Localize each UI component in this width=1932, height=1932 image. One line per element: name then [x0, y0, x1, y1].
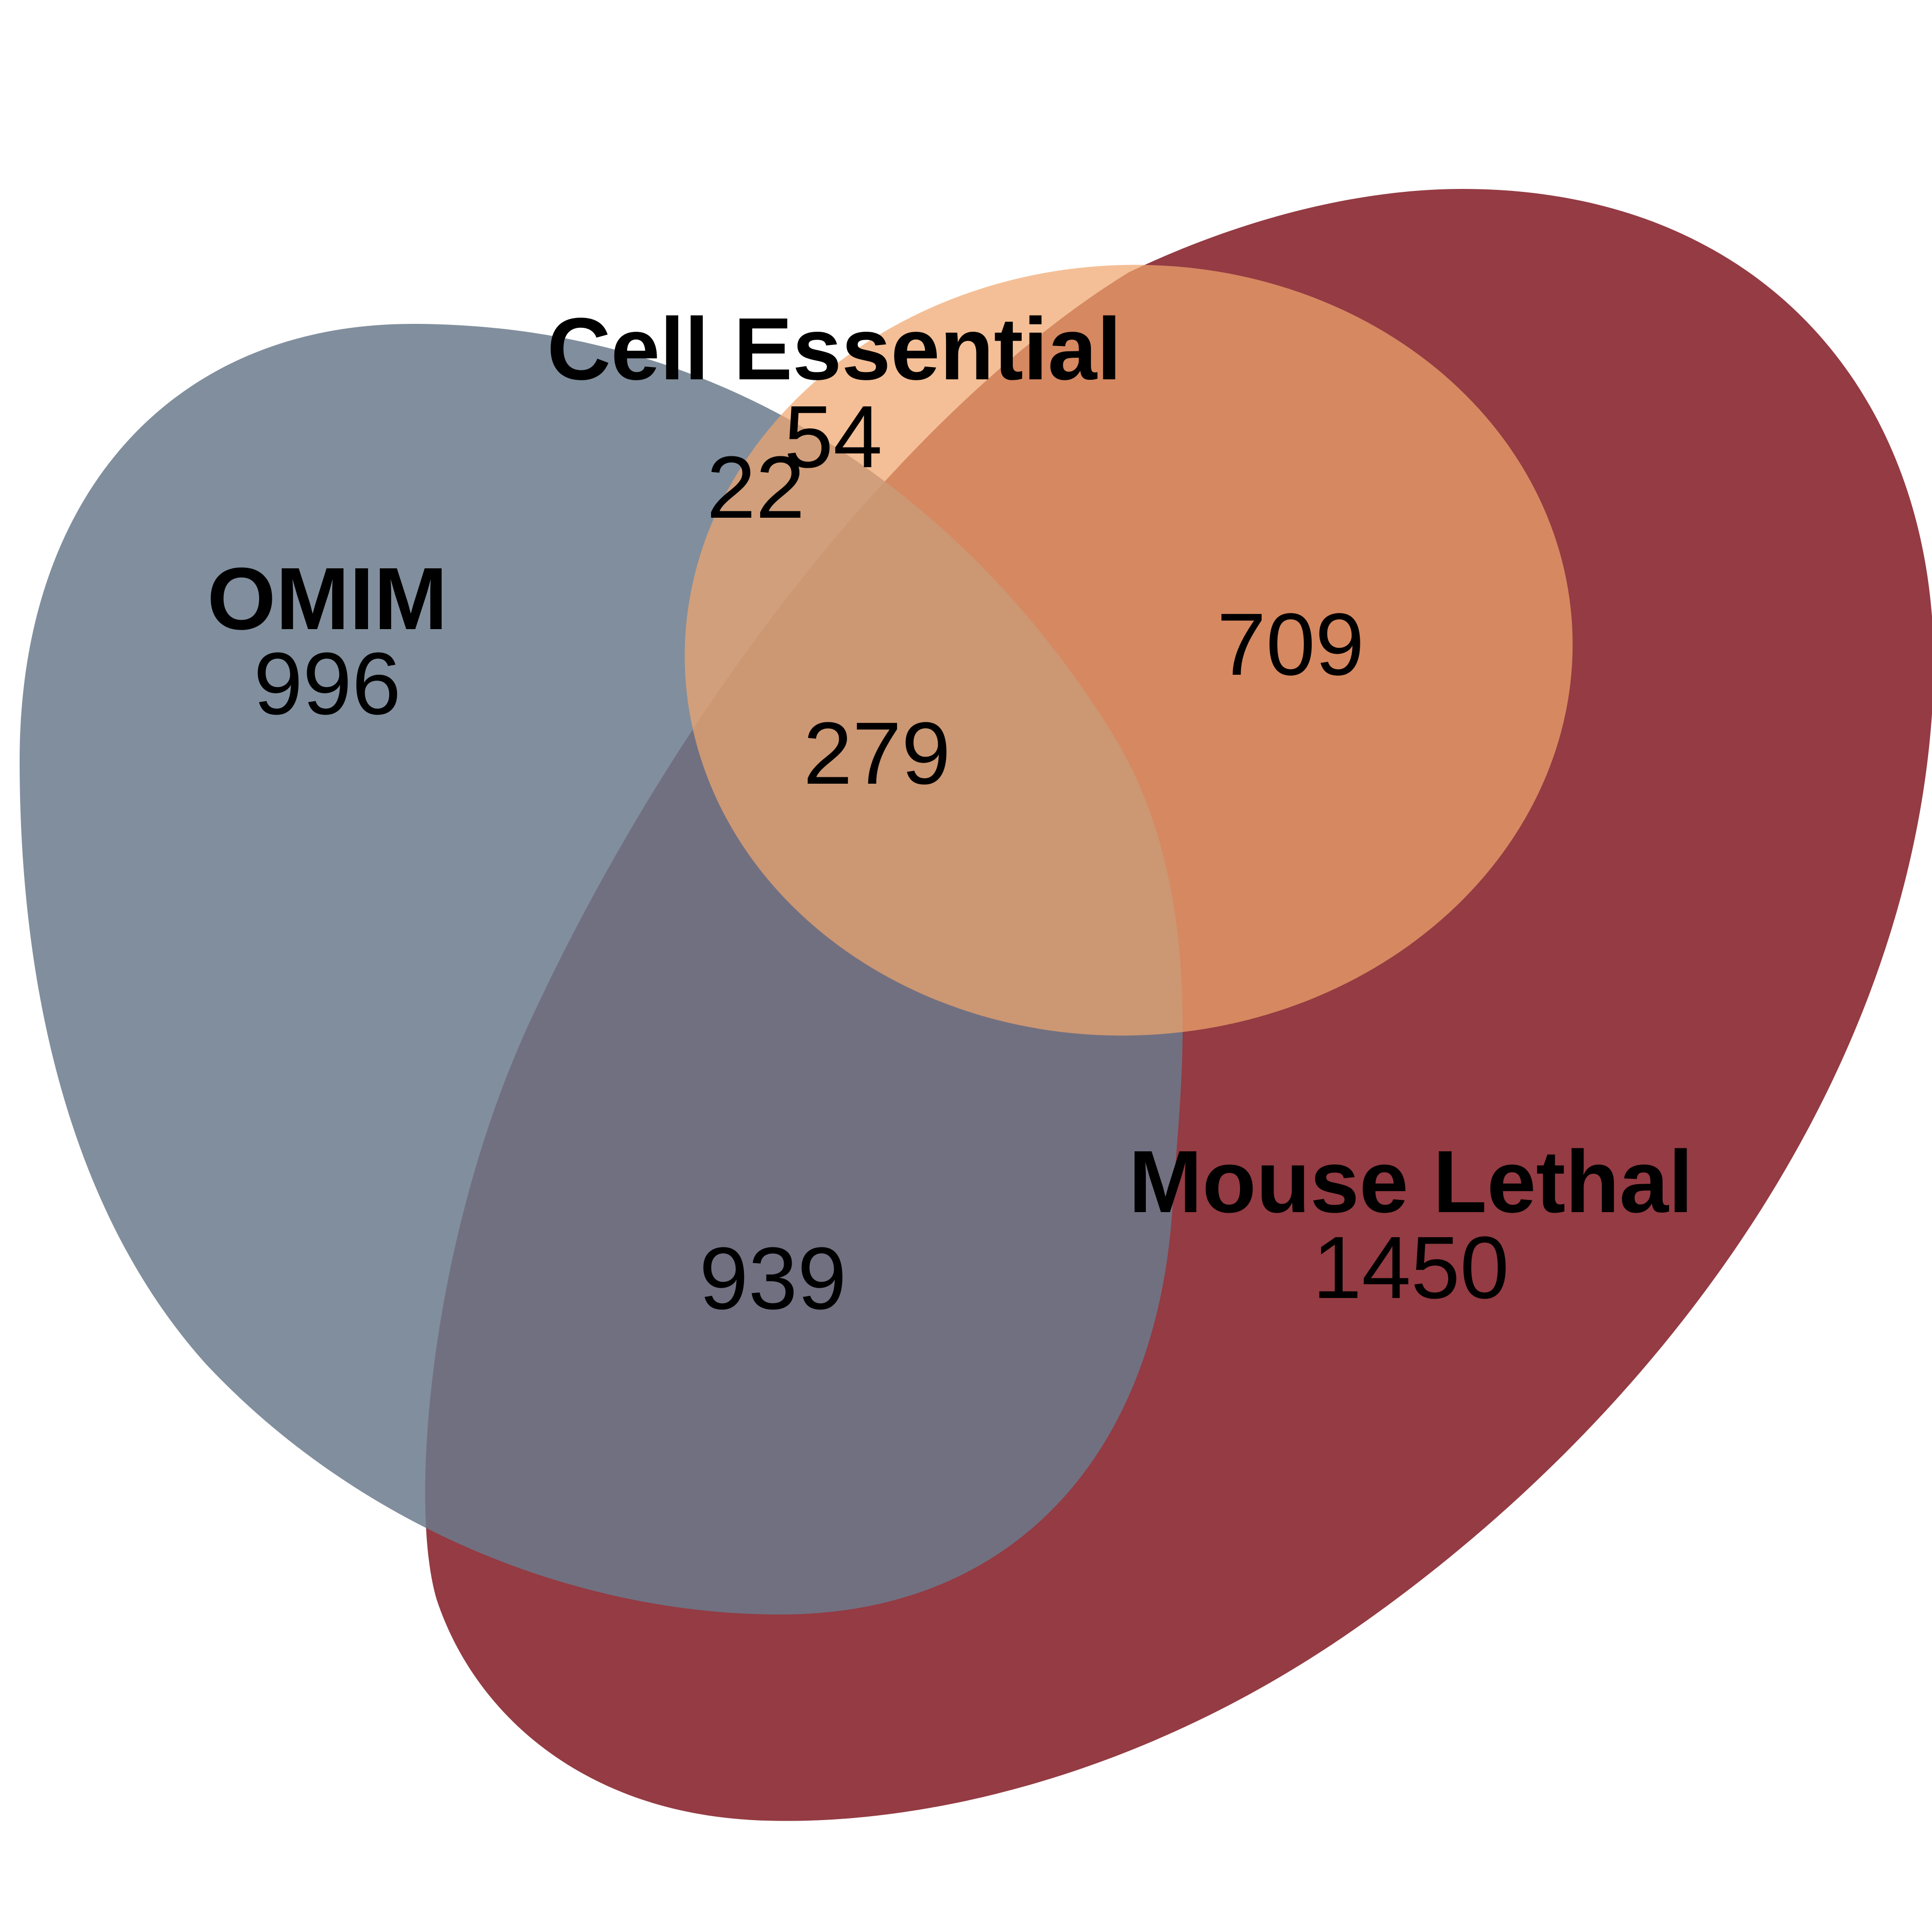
omim-only-count: 996 — [254, 635, 401, 733]
cell-essential-only-count: 54 — [784, 388, 882, 486]
cell-essential-region — [685, 265, 1573, 1036]
mouse-lethal-label: Mouse Lethal — [1129, 1133, 1693, 1231]
omim-cell-essential-count: 22 — [707, 438, 805, 537]
mouse-lethal-only-count: 1450 — [1313, 1218, 1509, 1317]
all-three-count: 279 — [803, 704, 951, 803]
omim-mouse-lethal-count: 939 — [699, 1229, 847, 1328]
omim-label: OMIM — [207, 550, 448, 648]
cell-essential-label: Cell Essential — [547, 300, 1122, 398]
mouse-lethal-cell-essential-count: 709 — [1217, 595, 1364, 694]
